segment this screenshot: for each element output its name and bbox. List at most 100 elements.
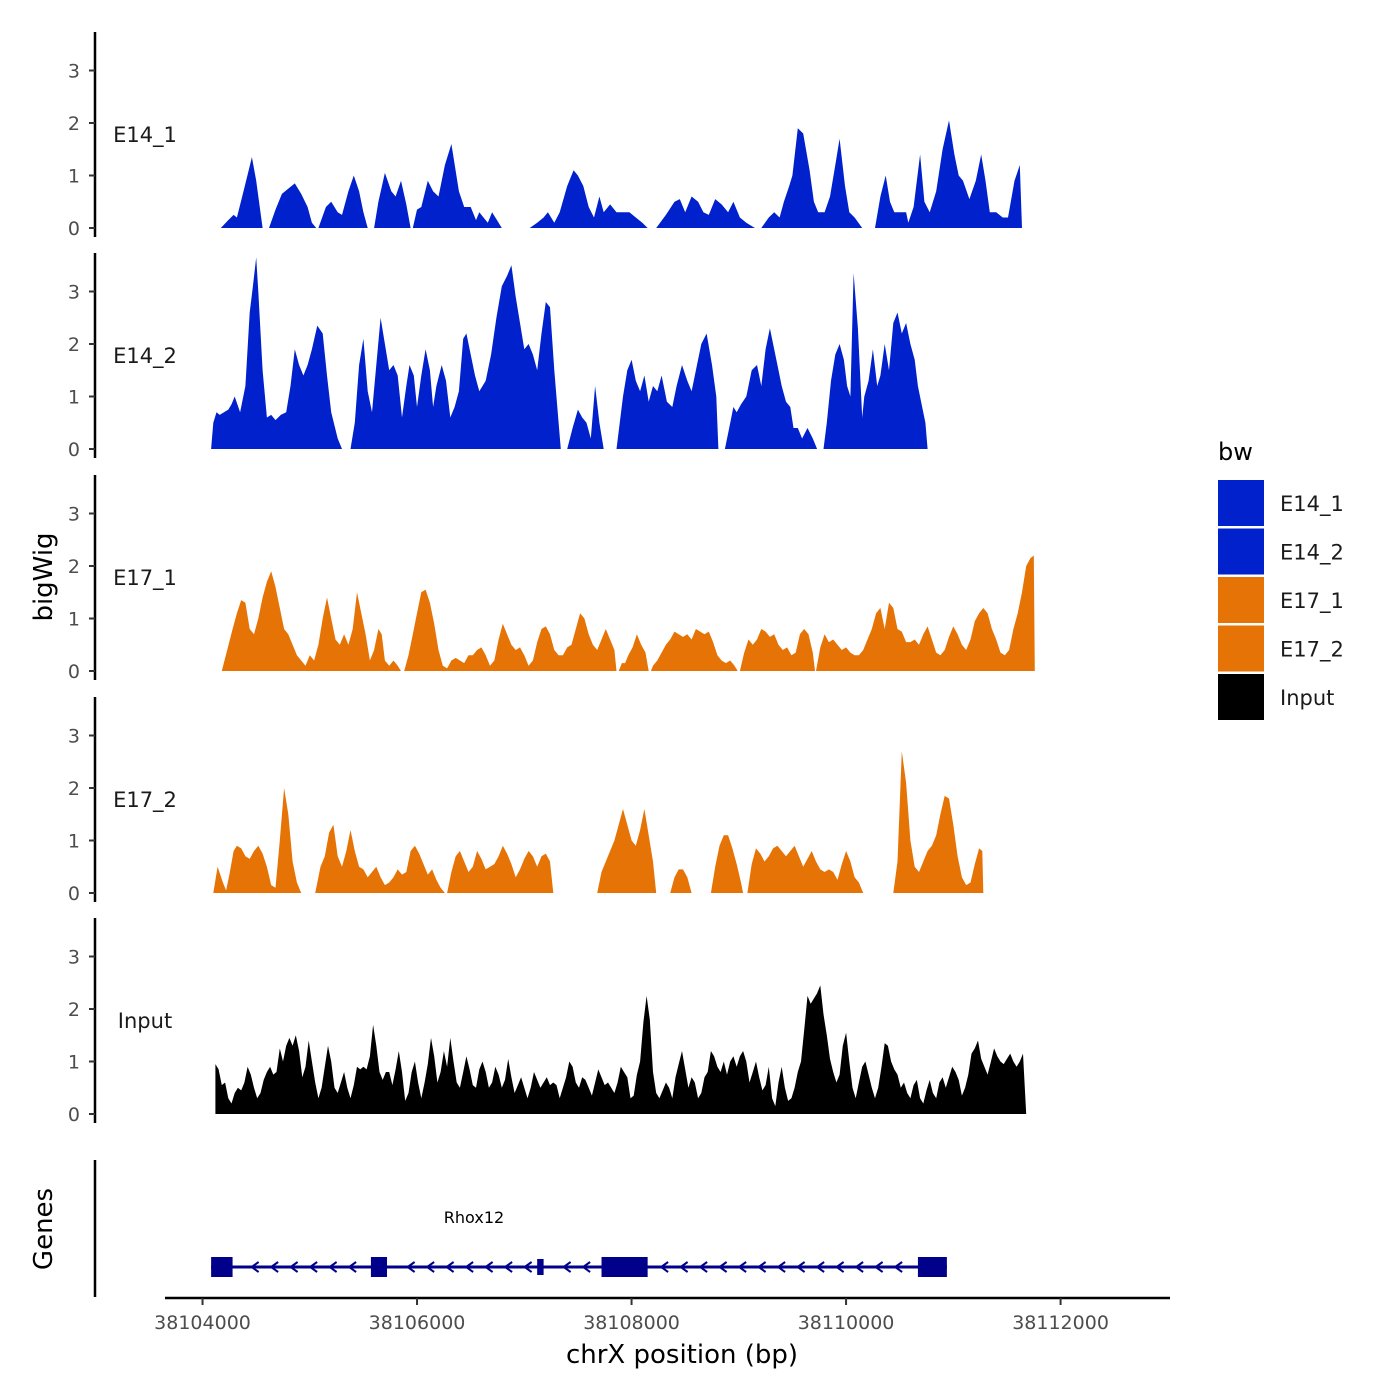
y-tick-label-E14_1-0: 0 <box>68 218 80 240</box>
x-tick-label-4: 38110000 <box>798 1312 895 1334</box>
area-E14_1-segment-3 <box>318 175 368 228</box>
area-E17_2-segment-4 <box>597 809 657 893</box>
strand-arrow-21 <box>756 1261 767 1273</box>
x-tick-label-5: 38112000 <box>1012 1312 1109 1334</box>
strand-arrow-10 <box>464 1261 474 1273</box>
track-E14_1: 0 1 2 3 E14_1 <box>68 32 1022 240</box>
strand-arrow-16 <box>659 1261 669 1273</box>
x-tick-label-1: 38104000 <box>154 1312 251 1334</box>
legend-swatch-E17_1 <box>1218 577 1264 623</box>
legend-swatch-Input <box>1218 674 1264 720</box>
gene-name-label: Rhox12 <box>444 1208 504 1227</box>
strand-arrow-23 <box>795 1261 806 1273</box>
strand-arrow-9 <box>444 1261 455 1273</box>
area-E14_1-segment-9 <box>875 120 1022 228</box>
strand-arrow-19 <box>717 1261 728 1273</box>
legend-label-E17_2: E17_2 <box>1280 638 1344 663</box>
y-tick-label-E17_2-1: 1 <box>68 831 80 853</box>
y-tick-label-E14_1-1: 1 <box>68 166 80 188</box>
track-label-E17_1: E17_1 <box>113 566 177 591</box>
area-E17_1-segment-4 <box>650 629 738 671</box>
legend: bw E14_1 E14_2 E17_1 E17_2 Input <box>1218 438 1344 720</box>
area-E17_1-segment-1 <box>221 571 401 671</box>
y-axis-title: bigWig <box>29 532 59 621</box>
strand-arrow-3 <box>288 1261 299 1273</box>
strand-arrow-13 <box>522 1261 533 1273</box>
y-tick-label-Input-2: 2 <box>68 999 80 1021</box>
area-E17_1-segment-6 <box>816 555 1035 671</box>
track-label-Input: Input <box>118 1009 172 1033</box>
legend-label-E14_2: E14_2 <box>1280 541 1344 566</box>
area-E14_1-segment-8 <box>761 128 863 228</box>
area-E17_2-segment-2 <box>315 824 445 893</box>
gene-exon-1 <box>211 1257 233 1277</box>
area-E14_1-segment-2 <box>269 183 317 228</box>
strand-arrow-25 <box>834 1261 845 1273</box>
strand-arrow-11 <box>483 1261 494 1273</box>
strand-arrow-8 <box>425 1261 435 1273</box>
gene-exon-3 <box>537 1259 544 1275</box>
x-tick-label-3: 38108000 <box>583 1312 680 1334</box>
track-E17_2: 0 1 2 3 E17_2 <box>68 697 984 905</box>
track-E14_2: 0 1 2 3 E14_2 <box>68 253 928 461</box>
y-tick-label-E14_2-2: 2 <box>68 334 80 356</box>
y-tick-label-E17_2-3: 3 <box>68 726 80 748</box>
strand-arrow-15 <box>581 1261 591 1273</box>
legend-swatch-E17_2 <box>1218 625 1264 672</box>
legend-swatch-E14_2 <box>1218 528 1264 575</box>
area-E17_2-segment-1 <box>213 788 302 893</box>
strand-arrow-7 <box>405 1261 416 1273</box>
strand-arrow-26 <box>854 1261 864 1273</box>
area-E14_2-segment-6 <box>823 273 928 449</box>
strand-arrow-22 <box>776 1261 786 1273</box>
genes-track-label: Genes <box>29 1188 59 1270</box>
gene-exon-2 <box>370 1257 388 1277</box>
area-E17_2-segment-5 <box>670 869 692 893</box>
y-tick-label-E14_2-3: 3 <box>68 282 80 304</box>
legend-label-Input: Input <box>1280 686 1334 710</box>
area-E17_1-segment-5 <box>739 629 815 671</box>
area-Input-segment-1 <box>215 985 1027 1114</box>
area-E17_2-segment-6 <box>710 835 744 893</box>
area-E14_1-segment-1 <box>220 157 263 228</box>
track-Input: 0 1 2 3 Input <box>68 918 1027 1126</box>
y-tick-label-E14_1-2: 2 <box>68 113 80 135</box>
y-tick-label-E17_1-3: 3 <box>68 504 80 526</box>
legend-label-E17_1: E17_1 <box>1280 589 1344 614</box>
genes-track: Rhox12 <box>93 1160 947 1297</box>
area-E14_2-segment-4 <box>616 333 719 449</box>
y-tick-label-Input-1: 1 <box>68 1052 80 1074</box>
gene-exon-4 <box>601 1257 648 1277</box>
area-E14_1-segment-6 <box>529 170 648 228</box>
y-tick-label-E17_2-2: 2 <box>68 778 80 800</box>
area-E14_1-segment-4 <box>374 172 411 228</box>
gene-exon-5 <box>917 1257 947 1277</box>
y-tick-label-E17_2-0: 0 <box>68 883 80 905</box>
y-tick-label-E17_1-1: 1 <box>68 609 80 631</box>
strand-arrow-17 <box>678 1261 689 1273</box>
legend-label-E14_1: E14_1 <box>1280 492 1344 517</box>
strand-arrow-4 <box>308 1261 318 1273</box>
area-E17_2-segment-8 <box>893 751 984 893</box>
y-tick-label-Input-3: 3 <box>68 947 80 969</box>
legend-swatch-E14_1 <box>1218 480 1264 526</box>
strand-arrow-12 <box>503 1261 513 1273</box>
area-E17_1-segment-2 <box>404 589 617 671</box>
strand-arrow-5 <box>327 1261 338 1273</box>
y-tick-label-Input-0: 0 <box>68 1104 80 1126</box>
track-E17_1: 0 1 2 3 E17_1 <box>68 475 1035 683</box>
y-tick-label-E17_1-2: 2 <box>68 556 80 578</box>
strand-arrow-6 <box>347 1261 357 1273</box>
area-E14_1-segment-5 <box>412 144 502 228</box>
track-label-E14_1: E14_1 <box>113 123 177 148</box>
area-E14_2-segment-2 <box>350 265 561 449</box>
y-tick-label-E14_1-3: 3 <box>68 61 80 83</box>
track-label-E14_2: E14_2 <box>113 344 177 369</box>
strand-arrow-14 <box>561 1261 572 1273</box>
strand-arrow-1 <box>249 1261 260 1273</box>
strand-arrow-28 <box>893 1261 903 1273</box>
area-E14_2-segment-5 <box>724 328 818 449</box>
strand-arrow-20 <box>737 1261 747 1273</box>
legend-title: bw <box>1218 438 1253 466</box>
y-tick-label-E17_1-0: 0 <box>68 661 80 683</box>
